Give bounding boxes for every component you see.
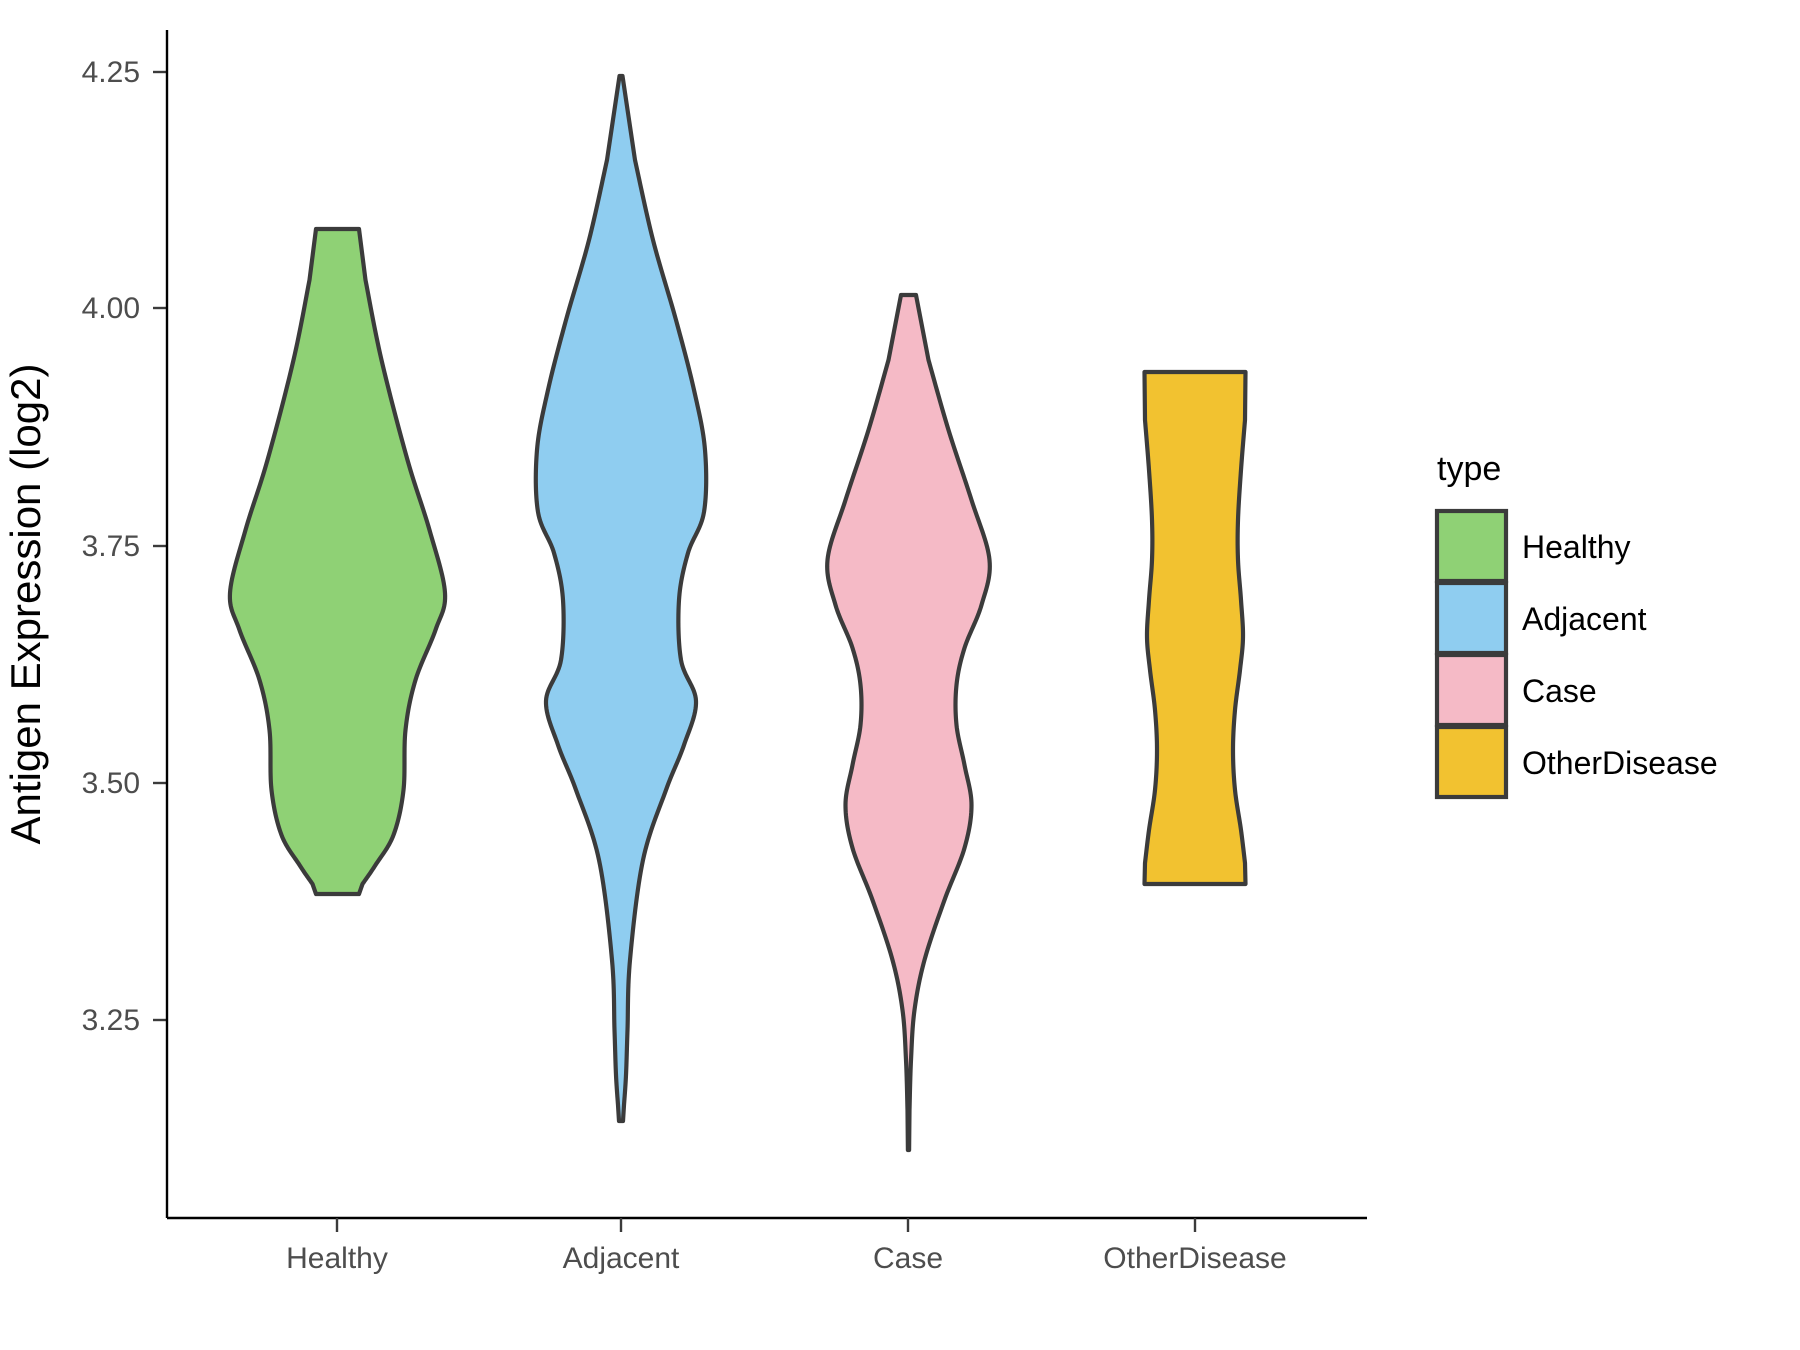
svg-text:OtherDisease: OtherDisease (1103, 1242, 1286, 1275)
svg-text:Healthy: Healthy (286, 1242, 388, 1275)
svg-text:Case: Case (873, 1242, 943, 1275)
svg-text:Healthy: Healthy (1522, 529, 1631, 565)
svg-text:Adjacent: Adjacent (1522, 601, 1647, 637)
svg-text:type: type (1437, 450, 1501, 488)
svg-text:Antigen Expression (log2): Antigen Expression (log2) (2, 364, 49, 845)
svg-text:4.00: 4.00 (82, 292, 140, 325)
svg-text:Adjacent: Adjacent (563, 1242, 680, 1275)
svg-text:3.25: 3.25 (82, 1004, 140, 1037)
svg-text:3.75: 3.75 (82, 530, 140, 563)
svg-text:OtherDisease: OtherDisease (1522, 745, 1718, 781)
svg-text:Case: Case (1522, 673, 1597, 709)
svg-text:4.25: 4.25 (82, 56, 140, 89)
svg-text:3.50: 3.50 (82, 767, 140, 800)
